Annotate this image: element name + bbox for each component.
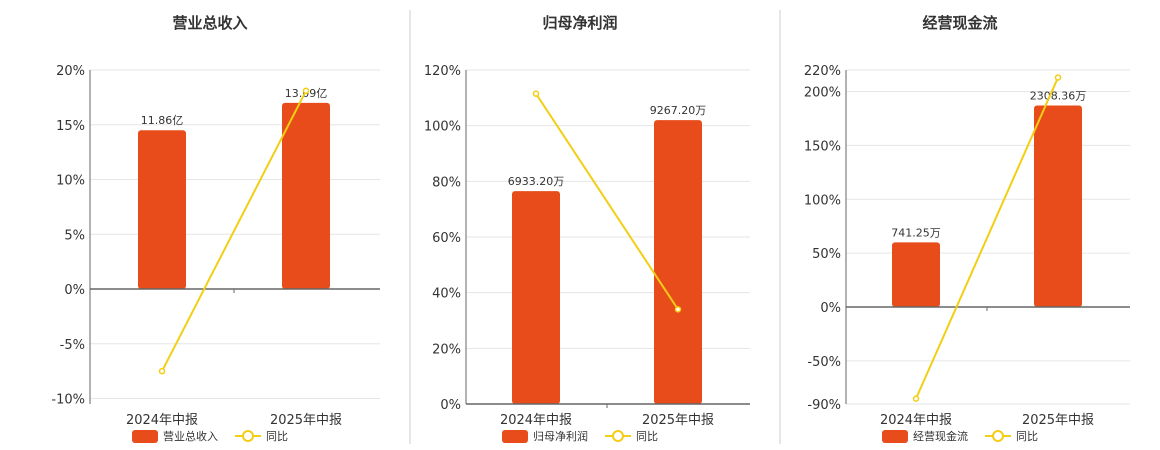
bar-value-label: 6933.20万: [508, 175, 565, 188]
y-tick-label: -90%: [807, 398, 841, 413]
bar: [892, 242, 940, 308]
yoy-line: [915, 77, 1059, 400]
y-tick-label: 15%: [56, 119, 85, 134]
bar: [512, 191, 560, 404]
legend-bar-swatch: [502, 430, 528, 443]
y-tick-label: 0%: [820, 301, 841, 316]
legend-bar-swatch: [882, 430, 908, 443]
bar-value-label: 11.86亿: [141, 114, 184, 127]
x-category-label: 2024年中报: [126, 413, 198, 428]
y-tick-label: 40%: [432, 287, 461, 302]
legend-bar-label: 营业总收入: [163, 429, 218, 443]
bar: [138, 130, 186, 290]
legend-line-marker: [992, 430, 1004, 442]
y-tick-label: -5%: [60, 338, 85, 353]
y-tick-label: 5%: [64, 228, 85, 243]
yoy-line: [161, 90, 307, 372]
bar: [654, 120, 702, 404]
x-category-label: 2025年中报: [270, 413, 342, 428]
chart-title: 归母净利润: [542, 14, 617, 32]
yoy-point: [532, 90, 540, 97]
y-tick-label: 20%: [56, 64, 85, 79]
y-tick-label: 200%: [804, 86, 841, 101]
y-tick-label: 0%: [440, 398, 461, 413]
legend-line-marker: [612, 430, 624, 442]
chart-title: 经营现金流: [922, 14, 997, 32]
yoy-point: [912, 395, 920, 402]
x-category-label: 2025年中报: [642, 413, 714, 428]
y-tick-label: 220%: [804, 64, 841, 79]
bar-value-label: 741.25万: [891, 226, 941, 239]
y-tick-label: 20%: [432, 342, 461, 357]
y-tick-label: -50%: [807, 355, 841, 370]
y-tick-label: 80%: [432, 175, 461, 190]
legend-line-label: 同比: [1016, 430, 1038, 443]
yoy-line: [535, 93, 679, 310]
legend-bar-label: 归母净利润: [533, 429, 588, 443]
yoy-point: [1054, 74, 1062, 81]
legend-line-marker: [242, 430, 254, 442]
legend-bar-swatch: [132, 430, 158, 443]
y-tick-label: -10%: [51, 393, 85, 408]
y-tick-label: 100%: [804, 193, 841, 208]
legend-line-label: 同比: [636, 430, 658, 443]
bar: [282, 102, 330, 290]
yoy-point: [302, 87, 310, 95]
y-tick-label: 0%: [64, 283, 85, 298]
x-category-label: 2024年中报: [880, 413, 952, 428]
legend-bar-label: 经营现金流: [913, 429, 968, 443]
y-tick-label: 100%: [424, 120, 461, 135]
y-tick-label: 10%: [56, 174, 85, 189]
bar-value-label: 2308.36万: [1030, 90, 1087, 103]
yoy-point: [674, 306, 682, 313]
bar-value-label: 9267.20万: [650, 104, 707, 117]
y-tick-label: 60%: [432, 231, 461, 246]
y-tick-label: 50%: [812, 247, 841, 262]
y-tick-label: 150%: [804, 139, 841, 154]
y-tick-label: 120%: [424, 64, 461, 79]
x-category-label: 2024年中报: [500, 413, 572, 428]
yoy-point: [158, 367, 166, 375]
x-category-label: 2025年中报: [1022, 413, 1094, 428]
bar: [1034, 105, 1082, 308]
chart-title: 营业总收入: [172, 14, 247, 32]
legend-line-label: 同比: [266, 430, 288, 443]
